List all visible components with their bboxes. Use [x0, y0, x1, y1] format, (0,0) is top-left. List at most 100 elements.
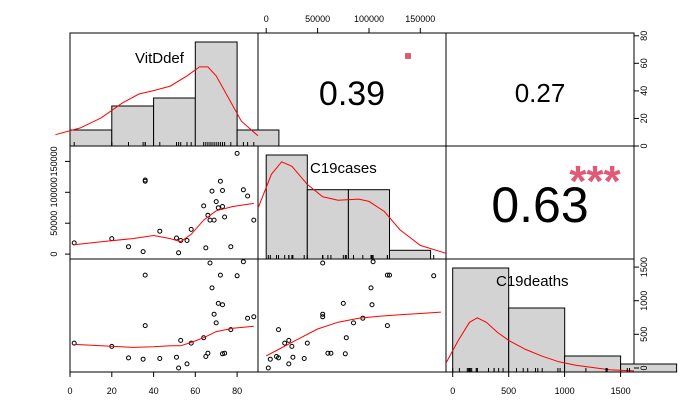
scatter-point [265, 365, 271, 371]
scatter-point [290, 354, 296, 360]
scatter-point [343, 335, 349, 341]
scatter-point [142, 177, 148, 183]
scatter-point [142, 272, 148, 278]
scatter-point [211, 217, 217, 223]
significance-stars: *** [569, 157, 621, 206]
c19cases-axis-tick-label: 100000 [354, 14, 384, 24]
vitddef-hist-y-axis-tick-label: 80 [639, 31, 649, 41]
scatter-point [286, 337, 292, 343]
scatter-point [142, 323, 148, 329]
scatter-point [222, 350, 228, 356]
scatter-point [184, 238, 190, 243]
histogram-bar [508, 307, 566, 373]
scatter-point [140, 249, 146, 255]
scatter-point [304, 340, 310, 346]
scatter-point [276, 327, 281, 333]
scatter-point [351, 320, 356, 326]
scatter-point [368, 285, 374, 291]
scatter-point [251, 217, 257, 223]
scatter-point [188, 226, 194, 232]
vitddef-axis-tick-label: 20 [107, 386, 117, 396]
scatter-point [240, 187, 246, 193]
scatter-point [157, 356, 163, 361]
scatter-point [213, 199, 219, 205]
scatter-point [211, 311, 217, 317]
histogram-bar [620, 363, 678, 373]
c19cases-axis-tick-label: 0 [264, 14, 269, 24]
scatter-point [201, 203, 207, 209]
scatter-point [140, 356, 146, 362]
scatter-point [301, 356, 307, 361]
scatter-point [431, 273, 437, 279]
scatter-point [205, 350, 211, 356]
vitddef-hist-y-axis-tick-label: 60 [639, 58, 649, 68]
scatter-point [126, 244, 131, 250]
scatter-point [215, 300, 221, 306]
density-curve [257, 161, 447, 254]
c19deaths-y-axis-tick-label: 0 [639, 365, 649, 370]
scatter-point [176, 250, 182, 256]
scatter-point [228, 244, 234, 250]
scatter-point [245, 315, 251, 321]
scatter-point [220, 188, 225, 193]
scatter-point [178, 337, 184, 343]
c19deaths-axis-tick-label: 1500 [611, 386, 631, 396]
scatter-point [213, 320, 219, 326]
scatter-point [234, 273, 240, 279]
panel-scatter-deaths-cases [257, 258, 447, 373]
variable-label-c19deaths: C19deaths [496, 273, 569, 290]
scatter-point [220, 302, 225, 308]
scatter-point [234, 150, 240, 156]
scatter-point [220, 204, 225, 209]
variable-label-vitddef: VitDdef [135, 50, 185, 67]
vitddef-axis-tick-label: 80 [232, 386, 242, 396]
scatter-point [340, 300, 346, 306]
scatter-point [245, 193, 251, 199]
correlation-vitd-cases: 0.39 [319, 75, 385, 113]
c19cases-y-axis-tick-label: 50000 [49, 211, 59, 236]
panel-scatter-deaths-vitd [69, 258, 259, 373]
scatter-point [174, 354, 179, 360]
density-curve [55, 66, 259, 137]
scatter-point [209, 188, 215, 194]
scatter-point [251, 314, 257, 320]
scatter-point [240, 259, 246, 265]
vitddef-axis-tick-label: 40 [149, 386, 159, 396]
scatter-point [217, 178, 223, 184]
density-curve [445, 317, 635, 372]
vitddef-hist-y-axis-tick-label: 20 [639, 113, 649, 123]
significance-marker [405, 53, 411, 59]
scatter-point [274, 354, 279, 359]
histogram-bar [347, 189, 390, 260]
variable-label-c19cases: C19cases [310, 160, 377, 177]
vitddef-axis-tick-label: 0 [67, 386, 72, 396]
scatter-point [384, 272, 390, 278]
scatter-point [320, 260, 326, 266]
scatter-point [369, 302, 375, 308]
scatter-point [286, 361, 292, 367]
scatter-point [370, 259, 376, 265]
c19deaths-axis-tick-label: 500 [501, 386, 516, 396]
scatter-point [203, 245, 209, 251]
vitddef-axis-tick-label: 60 [190, 386, 200, 396]
scatter-point [157, 228, 163, 234]
scatter-point [289, 343, 295, 349]
histogram-bar [69, 129, 113, 147]
scatter-point [207, 217, 213, 223]
loess-smooth-line [265, 311, 441, 357]
c19deaths-y-axis-tick-label: 500 [639, 327, 649, 342]
scatter-point [384, 323, 390, 329]
correlation-vitd-deaths: 0.27 [515, 78, 566, 108]
scatter-point [267, 356, 273, 362]
c19cases-y-axis-tick-label: 0 [49, 252, 59, 257]
scatter-point [220, 351, 225, 357]
scatter-point [325, 350, 331, 356]
scatter-point [217, 272, 223, 278]
c19cases-y-axis-tick-label: 150000 [49, 146, 59, 176]
scatter-point [342, 351, 348, 357]
c19deaths-axis-tick-label: 0 [450, 386, 455, 396]
scatter-point [209, 285, 215, 291]
scatter-point [126, 355, 131, 361]
